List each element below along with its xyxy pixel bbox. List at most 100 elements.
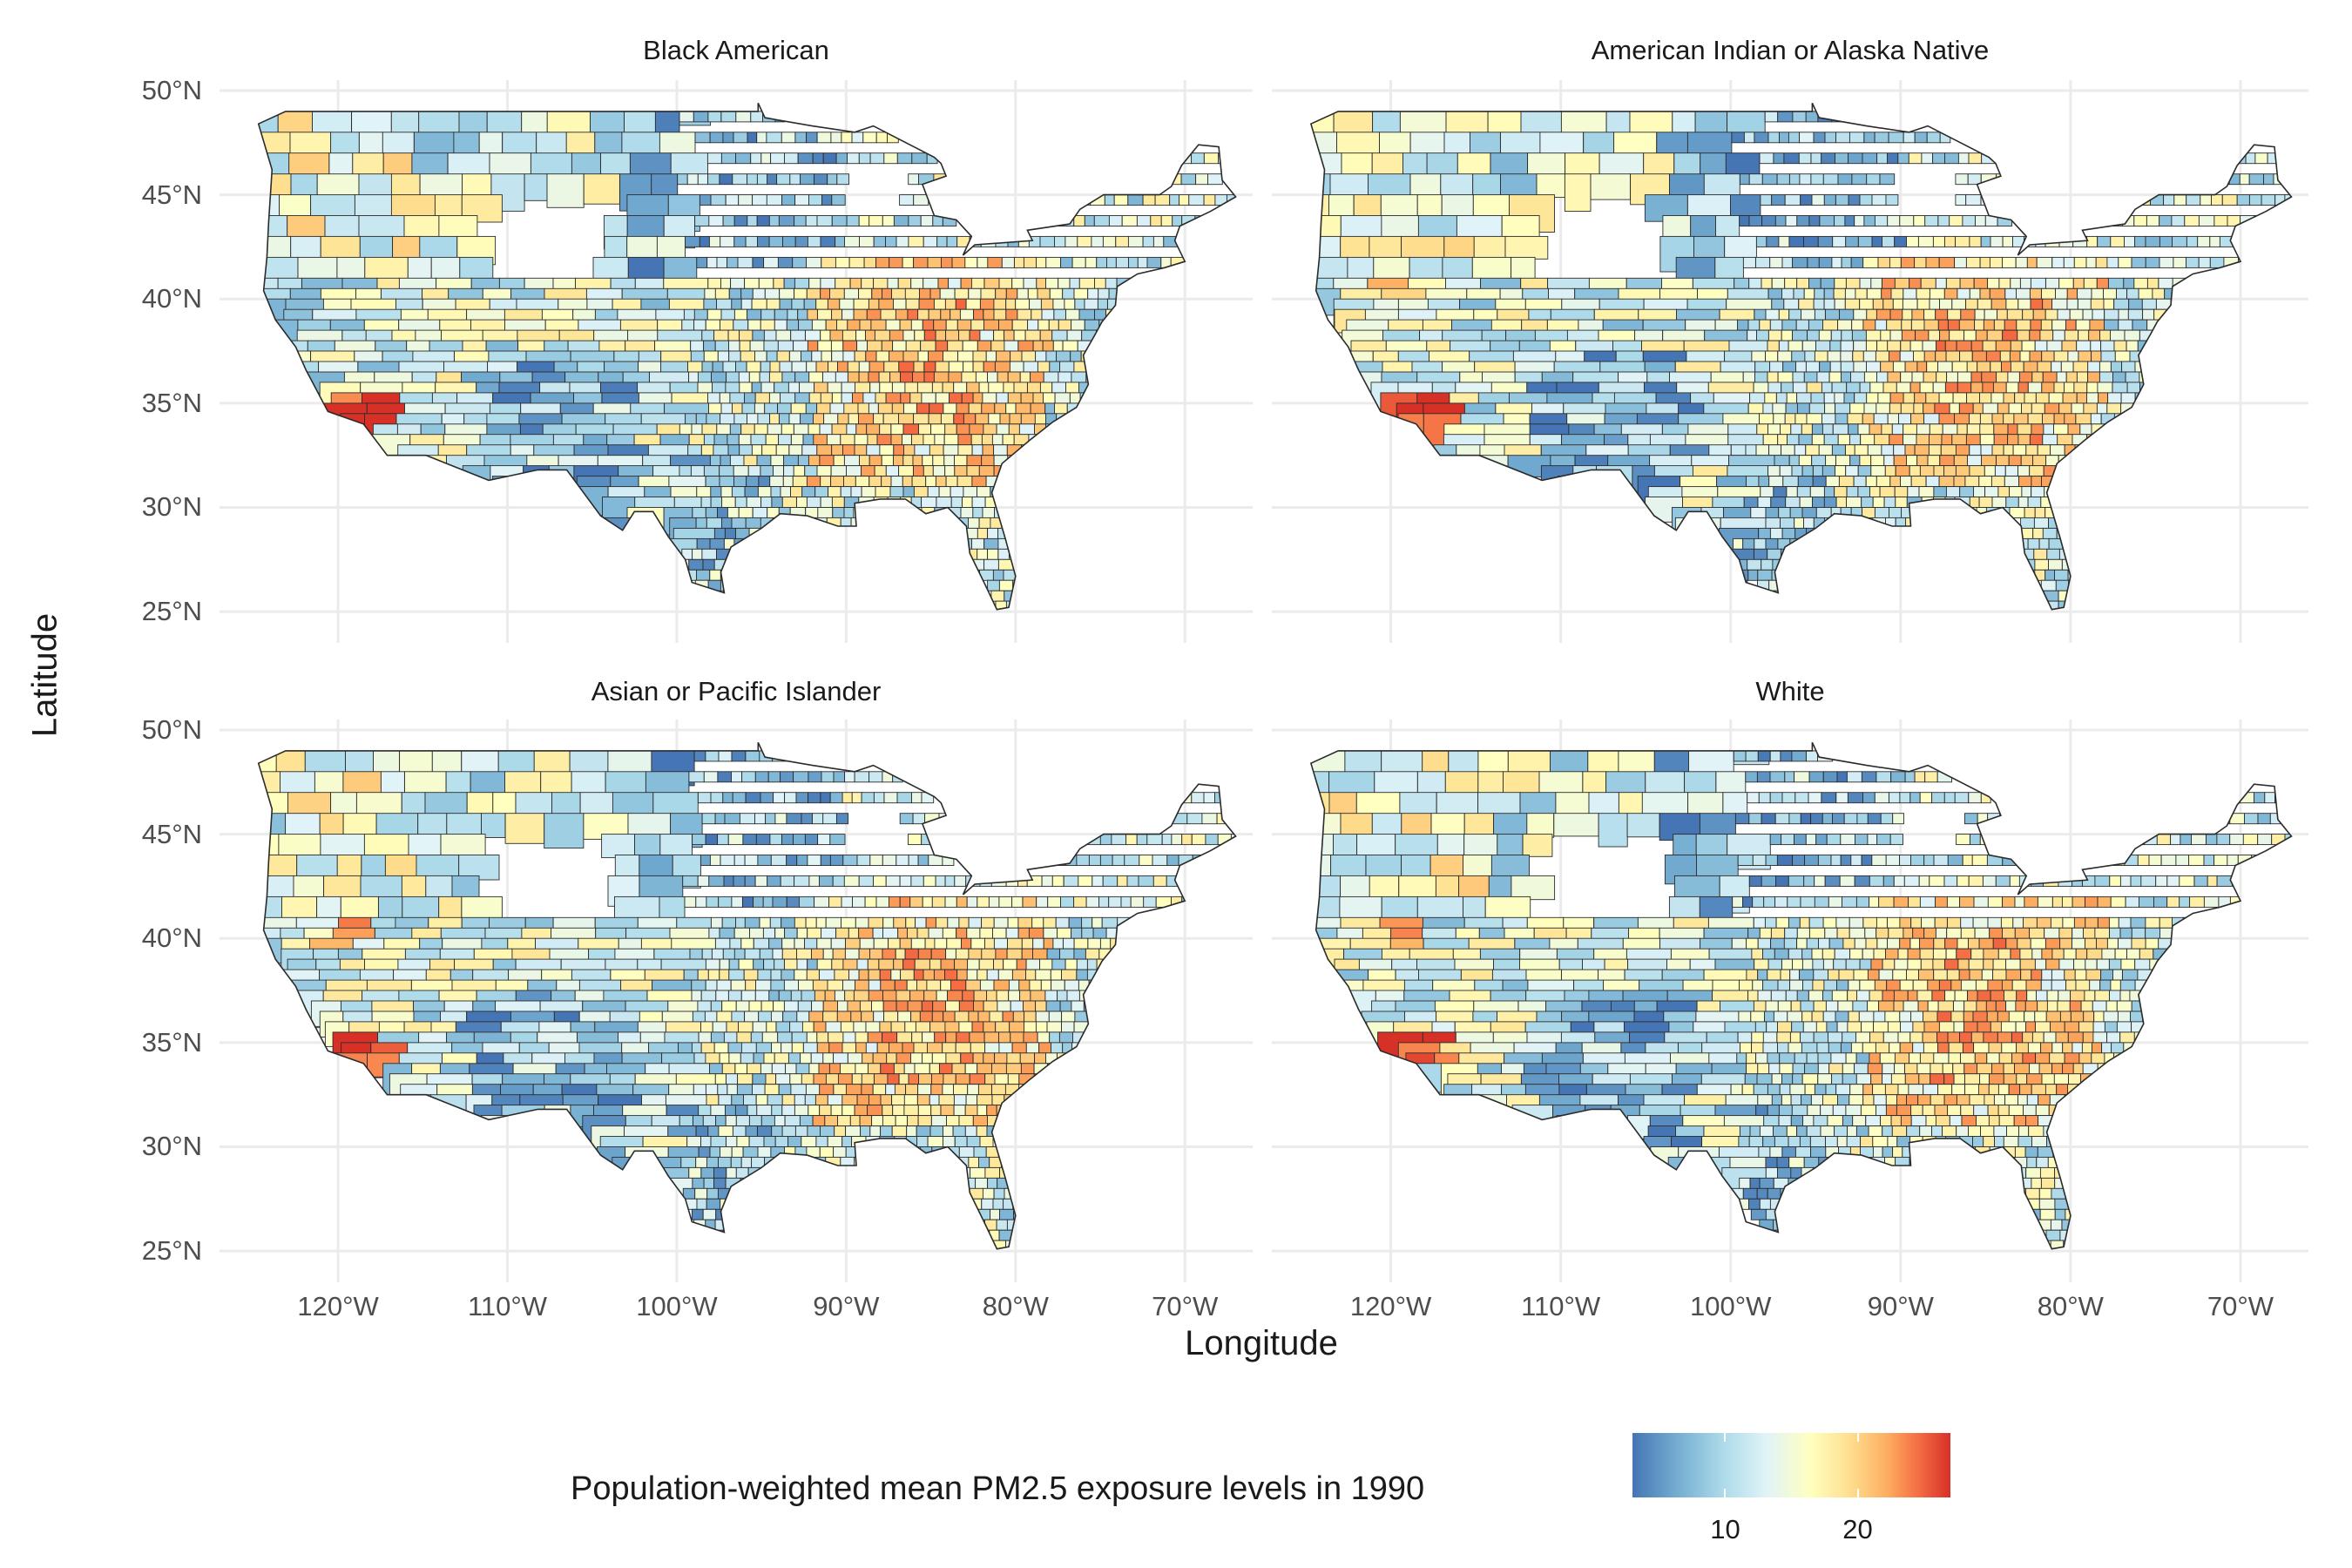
county xyxy=(2053,350,2069,362)
county xyxy=(1844,298,1861,310)
county xyxy=(890,476,903,488)
county xyxy=(2124,329,2140,341)
county xyxy=(836,1010,852,1023)
county xyxy=(1817,111,1833,123)
county xyxy=(1626,813,1660,838)
county xyxy=(831,423,848,436)
county xyxy=(805,916,817,929)
county xyxy=(726,1073,739,1085)
county xyxy=(738,371,750,383)
county xyxy=(735,1115,750,1127)
county xyxy=(1048,319,1059,331)
county xyxy=(911,1031,923,1044)
county xyxy=(693,1115,704,1127)
county xyxy=(842,979,855,991)
county xyxy=(873,792,885,804)
county xyxy=(1997,1084,2010,1096)
county xyxy=(1956,340,1972,352)
county xyxy=(690,350,705,362)
county xyxy=(837,1073,853,1085)
county xyxy=(1769,527,1783,539)
county xyxy=(1776,173,1790,186)
county xyxy=(2116,287,2127,300)
county xyxy=(781,948,797,960)
county xyxy=(1623,742,1666,753)
county xyxy=(835,277,851,289)
county xyxy=(1915,329,1930,341)
county xyxy=(2016,1042,2029,1054)
county xyxy=(957,434,972,446)
county xyxy=(1799,132,1815,144)
county xyxy=(1761,558,1774,571)
county xyxy=(716,298,733,310)
county xyxy=(1981,371,1997,383)
county xyxy=(1862,319,1876,331)
county xyxy=(1959,350,1973,362)
county xyxy=(858,371,869,383)
county xyxy=(1923,1010,1938,1023)
county xyxy=(1903,875,1920,887)
county xyxy=(960,1052,974,1064)
county xyxy=(702,1208,717,1220)
county xyxy=(986,990,997,1002)
county xyxy=(1773,413,1786,425)
county xyxy=(694,132,711,144)
county xyxy=(2037,1000,2048,1012)
county xyxy=(724,527,736,539)
county xyxy=(2017,423,2032,436)
county xyxy=(2041,287,2056,300)
county xyxy=(1102,235,1117,247)
county xyxy=(2099,371,2113,383)
county xyxy=(821,927,836,939)
county xyxy=(1916,361,1928,373)
county xyxy=(797,308,808,321)
county xyxy=(1903,1000,1919,1012)
county xyxy=(978,958,994,970)
county xyxy=(1830,855,1842,866)
county xyxy=(2065,371,2078,383)
county xyxy=(1871,235,1882,247)
county xyxy=(738,434,752,446)
county xyxy=(913,486,929,498)
county xyxy=(840,1063,856,1075)
county xyxy=(1765,350,1779,362)
county xyxy=(1058,277,1071,289)
county xyxy=(1002,434,1015,446)
county xyxy=(1983,319,1995,331)
county xyxy=(914,329,925,341)
county xyxy=(977,896,990,908)
county xyxy=(807,340,819,352)
county xyxy=(2078,329,2090,341)
county xyxy=(794,235,808,247)
county xyxy=(1953,476,1966,488)
county xyxy=(727,834,744,846)
county xyxy=(1007,1073,1020,1085)
county xyxy=(1861,1021,1875,1033)
county xyxy=(1847,413,1863,425)
county xyxy=(1848,132,1865,144)
county xyxy=(751,444,763,456)
county xyxy=(812,979,828,991)
county xyxy=(2061,896,2073,908)
county xyxy=(1038,1042,1051,1054)
county xyxy=(1835,413,1848,425)
county xyxy=(1885,194,1899,206)
county xyxy=(1876,937,1888,950)
county xyxy=(950,308,961,321)
county xyxy=(1769,256,1783,268)
county xyxy=(1203,152,1219,165)
county xyxy=(1504,235,1549,260)
county xyxy=(1036,256,1047,268)
county xyxy=(796,958,808,970)
county xyxy=(2096,937,2108,950)
county xyxy=(2064,1021,2079,1033)
county xyxy=(811,948,824,960)
county xyxy=(781,937,795,950)
county xyxy=(1816,371,1830,383)
county xyxy=(740,287,754,300)
county xyxy=(953,1084,969,1096)
county xyxy=(2019,350,2031,362)
county xyxy=(1933,465,1945,477)
county xyxy=(1813,969,1829,981)
county xyxy=(2103,287,2117,300)
